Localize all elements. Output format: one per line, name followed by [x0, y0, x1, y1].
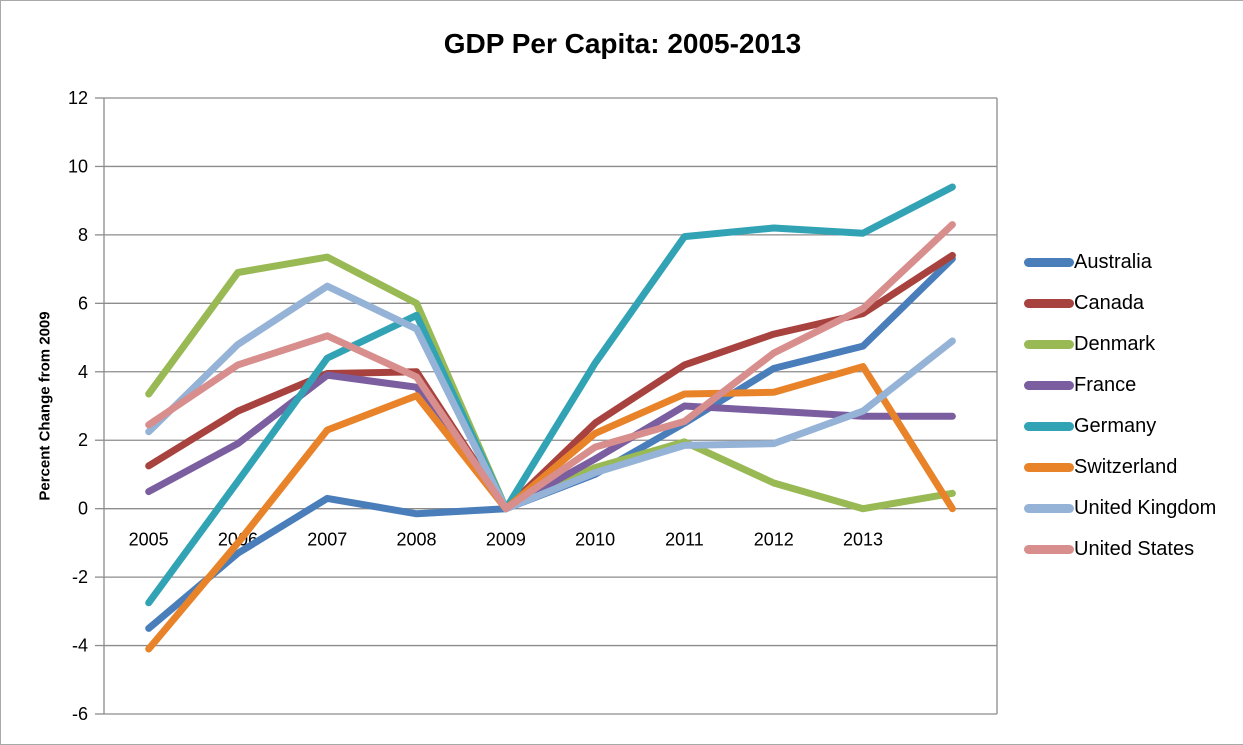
series-line-switzerland [145, 363, 956, 653]
legend-item-germany: Germany [1024, 414, 1216, 438]
x-tick-label-2010: 2010 [575, 530, 615, 550]
y-tick-label: 2 [78, 430, 88, 450]
legend-label: United Kingdom [1074, 497, 1217, 519]
x-tick-label-2005: 2005 [129, 530, 169, 550]
y-tick-label: 6 [78, 293, 88, 313]
legend-label: Denmark [1074, 333, 1156, 355]
x-tick-label-2007: 2007 [307, 530, 347, 550]
legend-swatch-icon [1024, 380, 1074, 390]
legend-label: Australia [1074, 251, 1152, 273]
legend-swatch-icon [1024, 298, 1074, 308]
legend-item-switzerland: Switzerland [1024, 455, 1216, 479]
legend-item-united-states: United States [1024, 537, 1216, 561]
legend-swatch-icon [1024, 421, 1074, 431]
y-tick-label: 12 [68, 88, 88, 108]
legend-label: Switzerland [1074, 456, 1178, 478]
legend-item-australia: Australia [1024, 250, 1216, 274]
legend-swatch-icon [1024, 257, 1074, 267]
legend-swatch-icon [1024, 462, 1074, 472]
y-tick-label: -6 [72, 704, 88, 724]
y-tick-label: 4 [78, 362, 88, 382]
series-line-united-kingdom [145, 282, 956, 513]
y-tick-label: 10 [68, 156, 88, 176]
legend-item-canada: Canada [1024, 291, 1216, 315]
series-line-united-states [145, 221, 956, 513]
x-tick-label-2011: 2011 [665, 530, 704, 550]
chart-legend: Australia Canada Denmark France Germany Switz… [1024, 250, 1216, 578]
x-tick-label-2013: 2013 [843, 530, 883, 550]
legend-item-united-kingdom: United Kingdom [1024, 496, 1216, 520]
y-tick-label: -2 [72, 567, 88, 587]
y-tick-label: -4 [72, 636, 88, 656]
x-tick-label-2012: 2012 [754, 530, 794, 550]
legend-label: Canada [1074, 292, 1145, 314]
series-line-france [145, 371, 956, 513]
series-line-canada [145, 251, 956, 513]
x-tick-label-2008: 2008 [397, 530, 437, 550]
y-tick-label: 8 [78, 225, 88, 245]
legend-item-france: France [1024, 373, 1216, 397]
y-tick-label: 0 [78, 499, 88, 519]
series-line-germany [145, 183, 956, 607]
legend-swatch-icon [1024, 544, 1074, 554]
legend-label: United States [1074, 538, 1195, 560]
legend-swatch-icon [1024, 503, 1074, 513]
legend-item-denmark: Denmark [1024, 332, 1216, 356]
legend-swatch-icon [1024, 339, 1074, 349]
chart-title: GDP Per Capita: 2005-2013 [443, 28, 802, 59]
legend-label: Germany [1074, 415, 1157, 437]
x-tick-label-2009: 2009 [486, 530, 526, 550]
legend-label: France [1074, 374, 1137, 396]
